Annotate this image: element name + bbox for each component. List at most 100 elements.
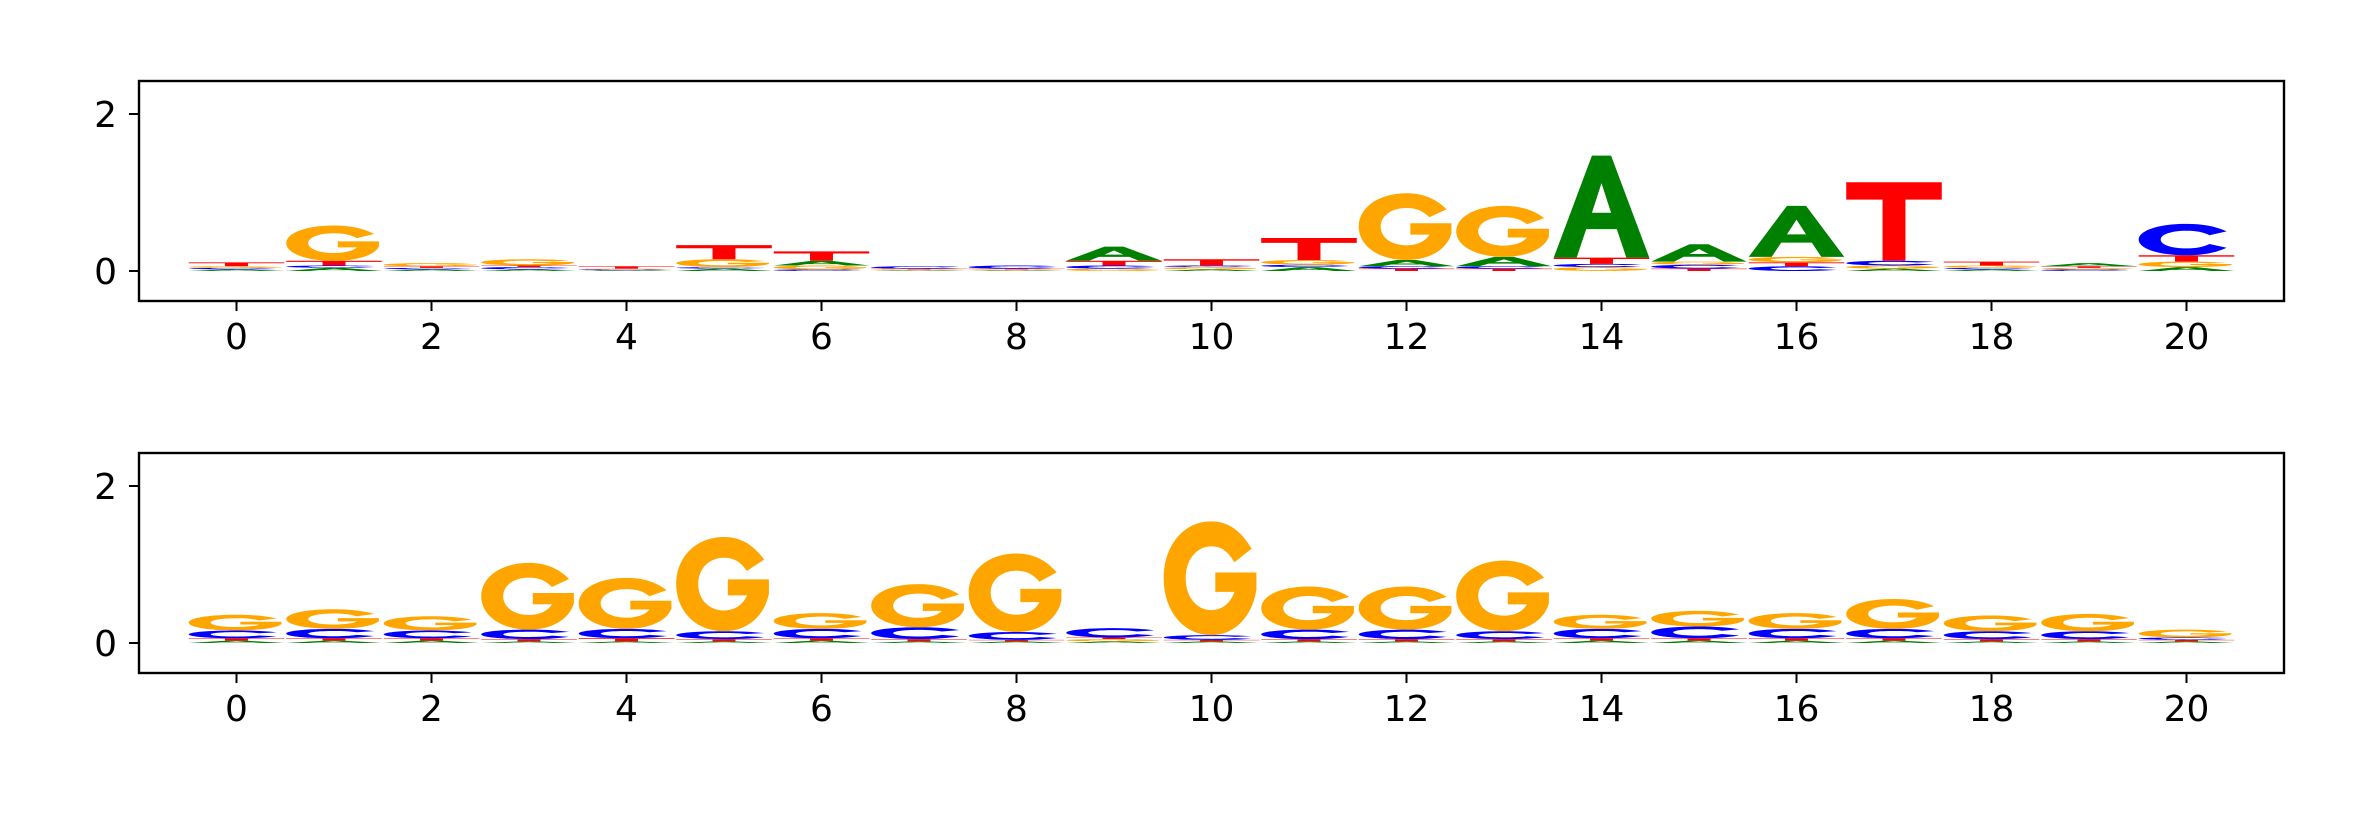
logo-letter-A xyxy=(1553,640,1650,643)
logo-letter-T xyxy=(2041,266,2137,268)
x-tick-label: 2 xyxy=(420,317,443,358)
logo-letter-A xyxy=(773,260,870,266)
logo-letter-T xyxy=(286,638,382,641)
logo-letter-T xyxy=(1651,638,1747,641)
logo-letter-C xyxy=(1163,635,1252,640)
logo-letter-T xyxy=(968,639,1065,642)
logo-letter-A xyxy=(2041,263,2137,267)
logo-letter-T xyxy=(1748,262,1845,267)
logo-letter-T xyxy=(1261,639,1357,642)
logo-letter-T xyxy=(1358,268,1455,271)
logo-letter-A xyxy=(286,267,382,271)
logo-letter-G xyxy=(1163,521,1257,636)
logo-letter-C xyxy=(286,265,375,268)
x-tick-label: 10 xyxy=(1189,317,1235,358)
logo-letter-G xyxy=(1748,613,1842,629)
x-tick-label: 12 xyxy=(1384,317,1430,358)
logo-letter-T xyxy=(578,638,675,642)
logo-letter-C xyxy=(2041,631,2130,640)
logo-panel-bottom: 0 2 4 6 8 10 12 14 16 18 20 0 2 xyxy=(94,451,2286,730)
logo-letter-C xyxy=(871,266,960,269)
logo-letter-G xyxy=(1261,260,1354,265)
logo-letter-G xyxy=(1358,586,1452,630)
logo-letter-A xyxy=(2138,267,2235,271)
logo-letter-C xyxy=(383,267,472,270)
logo-letter-C xyxy=(286,628,375,639)
logo-letter-C xyxy=(1261,264,1350,268)
logo-letter-A xyxy=(1553,155,1650,258)
logo-letter-C xyxy=(481,267,570,270)
logo-letter-A xyxy=(676,268,772,271)
x-tick-label: 8 xyxy=(1005,689,1028,730)
x-tick-label: 18 xyxy=(1969,689,2015,730)
logo-letter-T xyxy=(871,639,967,642)
logo-letter-T xyxy=(2138,255,2235,262)
logo-letter-G xyxy=(1163,267,1257,270)
y-tick-label: 0 xyxy=(94,624,117,665)
x-tick-label: 4 xyxy=(615,317,638,358)
logo-letter-T xyxy=(1261,238,1357,261)
axes-frame xyxy=(137,79,2286,303)
logo-letter-G xyxy=(1456,205,1549,257)
logo-letter-T xyxy=(481,639,577,642)
logo-letter-C xyxy=(1651,626,1740,639)
logo-letter-A xyxy=(1066,641,1162,643)
logo-letter-A xyxy=(578,270,675,271)
logo-letter-C xyxy=(1358,266,1447,269)
logo-letter-C xyxy=(1943,267,2032,270)
logo-letter-A xyxy=(968,641,1065,643)
x-tick-label: 0 xyxy=(225,317,248,358)
logo-letter-C xyxy=(676,267,765,269)
logo-letter-G xyxy=(1553,267,1647,271)
logo-letter-T xyxy=(286,260,382,266)
logo-letter-G xyxy=(578,268,672,270)
logo-letter-G xyxy=(1261,586,1354,630)
logo-letter-C xyxy=(578,628,667,639)
logo-letter-C xyxy=(2138,223,2227,256)
logo-letter-A xyxy=(1066,246,1162,261)
logo-letter-G xyxy=(968,269,1062,271)
logo-letter-C xyxy=(1553,263,1642,268)
logo-letter-A xyxy=(1748,205,1845,257)
logo-letter-C xyxy=(968,265,1057,269)
logo-letter-C xyxy=(1163,265,1252,268)
logo-letter-A xyxy=(871,270,967,271)
logo-letter-T xyxy=(383,266,480,268)
logo-letter-G xyxy=(871,269,964,271)
logo-letter-A xyxy=(1163,641,1260,643)
logo-letter-G xyxy=(2041,613,2134,632)
logo-letter-C xyxy=(968,632,1057,640)
logo-letter-C xyxy=(1456,631,1545,640)
x-tick-label: 0 xyxy=(225,689,248,730)
logo-letter-G xyxy=(1846,265,1939,269)
logo-letter-G xyxy=(1651,261,1744,265)
x-tick-label: 14 xyxy=(1579,317,1625,358)
logo-letter-G xyxy=(2138,629,2232,638)
logo-panel-top: 0 2 4 6 8 10 12 14 16 18 20 0 2 xyxy=(94,79,2286,358)
logo-letter-T xyxy=(578,266,675,269)
logo-letter-A xyxy=(1456,641,1552,643)
logo-letter-A xyxy=(773,640,870,643)
logo-letter-T xyxy=(1358,639,1455,642)
logo-letter-C xyxy=(1748,266,1837,271)
logo-letter-A xyxy=(968,270,1065,271)
logo-letter-A xyxy=(1846,640,1942,643)
logo-letter-A xyxy=(578,641,675,643)
x-tick-label: 4 xyxy=(615,689,638,730)
logo-letter-A xyxy=(188,269,285,271)
logo-letter-G xyxy=(1066,639,1159,642)
logo-letter-C xyxy=(1846,628,1935,639)
logo-letter-C xyxy=(2041,269,2130,271)
x-tick-label: 16 xyxy=(1774,317,1820,358)
logo-letter-T xyxy=(1846,182,1942,261)
logo-letter-C xyxy=(1651,264,1740,269)
logo-letter-T xyxy=(1456,268,1552,271)
logo-letter-T xyxy=(1651,268,1747,271)
logo-letter-T xyxy=(1456,639,1552,642)
logo-letter-G xyxy=(1943,265,2037,268)
logo-letter-T xyxy=(1553,257,1650,264)
logo-letter-T xyxy=(1943,261,2040,266)
y-tick-label: 0 xyxy=(94,252,117,293)
logo-letter-C xyxy=(871,627,960,640)
